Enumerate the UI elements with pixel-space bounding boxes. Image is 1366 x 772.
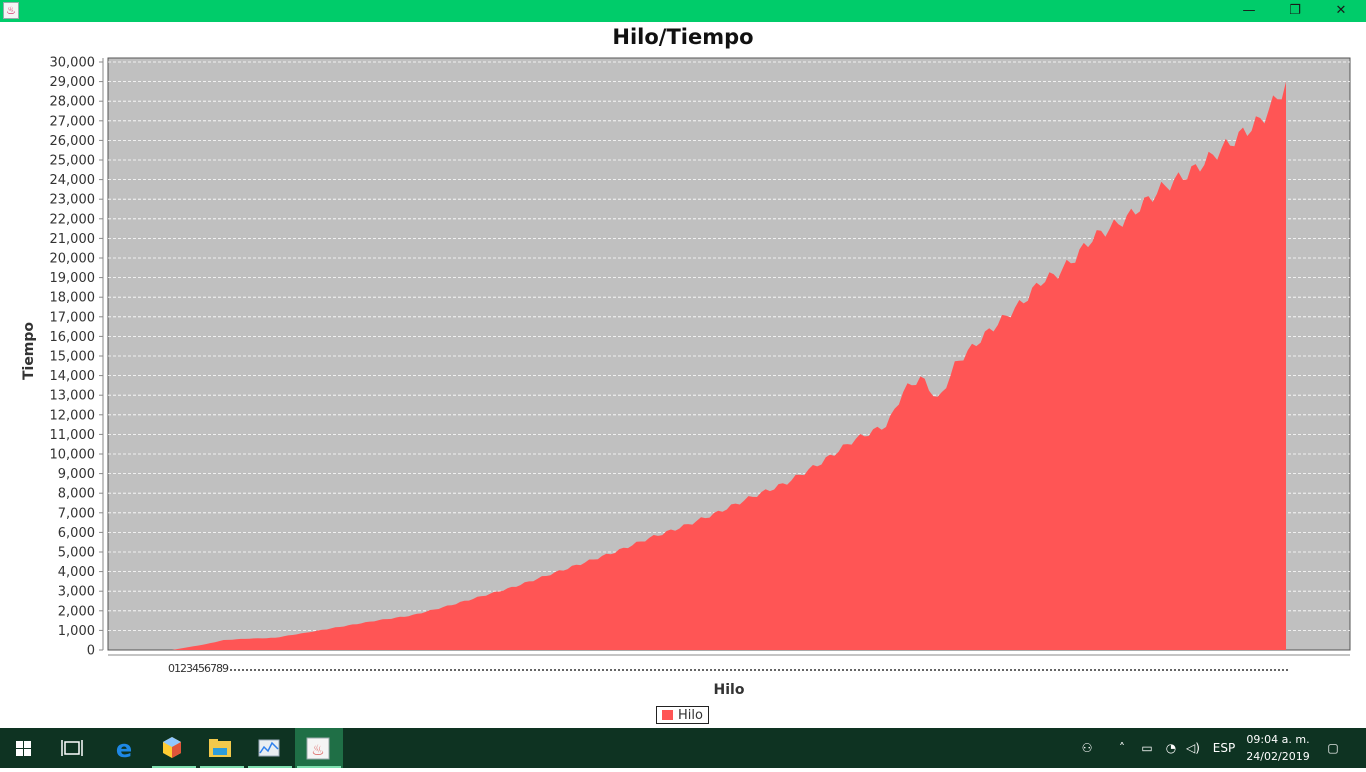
svg-text:e: e — [116, 735, 132, 763]
y-tick-label: 17,000 — [50, 310, 96, 325]
chart: Hilo/Tiempo 0 1,000 2,000 3,000 4,000 5,000 6,… — [21, 25, 1351, 698]
system-clock[interactable]: 09:04 a. m. 24/02/2019 — [1238, 731, 1318, 765]
y-tick-label: 14,000 — [50, 369, 96, 384]
legend-swatch-hilo — [662, 710, 673, 720]
y-axis-label: Tiempo — [21, 322, 37, 380]
x-tick-label: 0 — [168, 662, 175, 675]
netbeans-icon[interactable] — [150, 728, 198, 768]
x-tick-label: 6 — [204, 662, 211, 675]
y-tick-label: 6,000 — [58, 526, 95, 541]
y-tick-label: 21,000 — [50, 232, 96, 247]
y-tick-label: 13,000 — [50, 389, 96, 404]
people-icon[interactable]: ⚇ — [1081, 741, 1093, 755]
file-explorer-icon[interactable] — [198, 728, 246, 768]
y-tick-label: 25,000 — [50, 154, 96, 169]
y-tick-label: 27,000 — [50, 114, 96, 129]
series-hilo-area — [172, 81, 1286, 651]
clock-date: 24/02/2019 — [1246, 750, 1310, 763]
y-tick-label: 19,000 — [50, 271, 96, 286]
y-tick-label: 30,000 — [50, 56, 96, 71]
y-tick-label: 8,000 — [58, 487, 95, 502]
restore-button[interactable]: ❐ — [1289, 3, 1301, 18]
y-tick-label: 3,000 — [58, 585, 95, 600]
task-view-icon[interactable] — [48, 728, 96, 768]
windows-start-icon[interactable] — [0, 728, 48, 768]
y-axis-ticks: 0 1,000 2,000 3,000 4,000 5,000 6,000 7,000 8,00… — [50, 56, 103, 659]
java-app-icon[interactable]: ♨ — [295, 728, 343, 768]
x-tick-label: 3 — [186, 662, 193, 675]
taskbar: e ♨ ⚇ ˄ ▭ ◔ ◁) ESP 09:04 a. m. 24/02/201… — [0, 728, 1366, 768]
x-tick-label: 4 — [192, 662, 199, 675]
y-tick-label: 11,000 — [50, 428, 96, 443]
java-app-icon[interactable]: ♨ — [3, 2, 19, 19]
x-tick-label: 1 — [174, 662, 181, 675]
wifi-icon[interactable]: ◔ — [1165, 741, 1177, 755]
y-tick-label: 10,000 — [50, 448, 96, 463]
y-tick-label: 1,000 — [58, 624, 95, 639]
battery-icon[interactable]: ▭ — [1141, 741, 1153, 755]
language-indicator[interactable]: ESP — [1212, 741, 1236, 755]
y-tick-label: 29,000 — [50, 75, 96, 90]
edge-browser-icon[interactable]: e — [100, 728, 148, 768]
minimize-button[interactable]: — — [1242, 3, 1256, 18]
svg-text:♨: ♨ — [311, 741, 324, 759]
y-tick-label: 5,000 — [58, 546, 95, 561]
x-tick-label: 8 — [216, 662, 223, 675]
y-tick-label: 4,000 — [58, 565, 95, 580]
chevron-up-icon[interactable]: ˄ — [1119, 741, 1125, 755]
y-tick-label: 9,000 — [58, 467, 95, 482]
y-tick-label: 20,000 — [50, 252, 96, 267]
chart-legend: Hilo — [656, 706, 709, 724]
x-tick-label: 5 — [198, 662, 205, 675]
task-manager-icon[interactable] — [246, 728, 294, 768]
x-tick-label: 9 — [222, 662, 229, 675]
y-tick-label: 15,000 — [50, 350, 96, 365]
y-tick-label: 16,000 — [50, 330, 96, 345]
close-button[interactable]: ✕ — [1335, 3, 1347, 18]
x-tick-label: 2 — [180, 662, 187, 675]
y-tick-label: 18,000 — [50, 291, 96, 306]
area-series-hilo — [172, 81, 1286, 651]
y-tick-label: 24,000 — [50, 173, 96, 188]
notifications-icon[interactable]: ▢ — [1327, 741, 1339, 755]
y-tick-label: 2,000 — [58, 604, 95, 619]
y-tick-label: 12,000 — [50, 408, 96, 423]
clock-time: 09:04 a. m. — [1246, 733, 1310, 746]
chart-title: Hilo/Tiempo — [612, 25, 753, 49]
y-tick-label: 28,000 — [50, 95, 96, 110]
window-titlebar: ♨ — ❐ ✕ — [0, 0, 1366, 22]
x-axis-label: Hilo — [714, 682, 745, 698]
y-tick-label: 23,000 — [50, 193, 96, 208]
x-tick-label: 7 — [210, 662, 217, 675]
y-tick-label: 7,000 — [58, 506, 95, 521]
y-tick-label: 22,000 — [50, 212, 96, 227]
y-tick-label: 26,000 — [50, 134, 96, 149]
volume-icon[interactable]: ◁) — [1186, 741, 1200, 755]
legend-label-hilo: Hilo — [678, 708, 703, 723]
y-tick-label: 0 — [87, 644, 95, 659]
